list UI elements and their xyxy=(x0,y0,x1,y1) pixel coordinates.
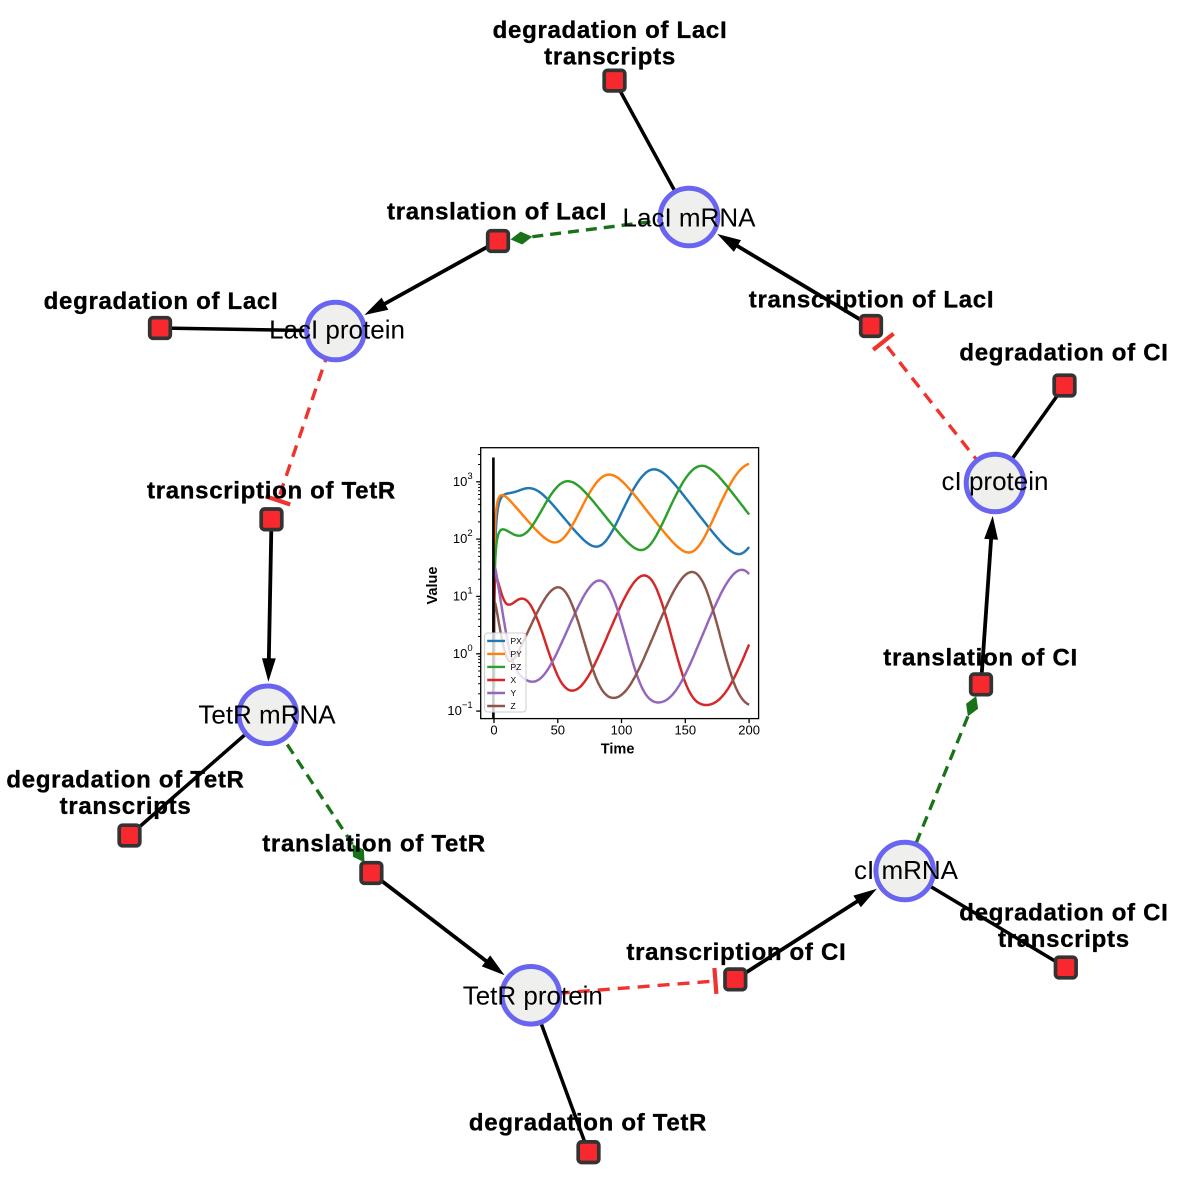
svg-text:degradation of TetR: degradation of TetR xyxy=(6,767,244,794)
svg-text:cI mRNA: cI mRNA xyxy=(854,855,959,885)
svg-text:TetR protein: TetR protein xyxy=(463,981,603,1011)
svg-text:translation of TetR: translation of TetR xyxy=(262,831,486,858)
svg-text:TetR mRNA: TetR mRNA xyxy=(198,699,336,729)
svg-text:X: X xyxy=(511,675,517,685)
svg-text:Y: Y xyxy=(511,688,517,698)
svg-text:100: 100 xyxy=(611,722,633,737)
svg-text:degradation of LacI: degradation of LacI xyxy=(493,17,728,44)
svg-text:transcripts: transcripts xyxy=(60,793,192,820)
svg-text:degradation of CI: degradation of CI xyxy=(959,900,1168,927)
svg-text:transcription of TetR: transcription of TetR xyxy=(147,478,396,505)
svg-text:transcription of LacI: transcription of LacI xyxy=(749,287,994,314)
svg-text:PZ: PZ xyxy=(511,662,522,672)
svg-text:degradation of CI: degradation of CI xyxy=(959,340,1168,367)
svg-text:50: 50 xyxy=(551,722,565,737)
svg-text:LacI mRNA: LacI mRNA xyxy=(623,202,757,232)
svg-text:cI protein: cI protein xyxy=(942,466,1049,496)
svg-text:translation of LacI: translation of LacI xyxy=(387,199,607,226)
svg-text:0: 0 xyxy=(490,722,497,737)
svg-text:transcripts: transcripts xyxy=(544,44,676,71)
svg-text:transcription of CI: transcription of CI xyxy=(626,939,846,966)
svg-text:Z: Z xyxy=(511,701,516,711)
svg-text:200: 200 xyxy=(738,722,760,737)
svg-text:translation of CI: translation of CI xyxy=(883,645,1078,672)
svg-text:degradation of TetR: degradation of TetR xyxy=(469,1109,707,1136)
svg-text:transcripts: transcripts xyxy=(998,926,1130,953)
svg-text:LacI protein: LacI protein xyxy=(269,314,405,344)
svg-text:PY: PY xyxy=(511,649,523,659)
svg-text:PX: PX xyxy=(511,636,523,646)
svg-text:degradation of LacI: degradation of LacI xyxy=(44,288,279,315)
svg-text:150: 150 xyxy=(674,722,696,737)
svg-text:Value: Value xyxy=(425,567,441,605)
svg-text:Time: Time xyxy=(601,742,635,758)
